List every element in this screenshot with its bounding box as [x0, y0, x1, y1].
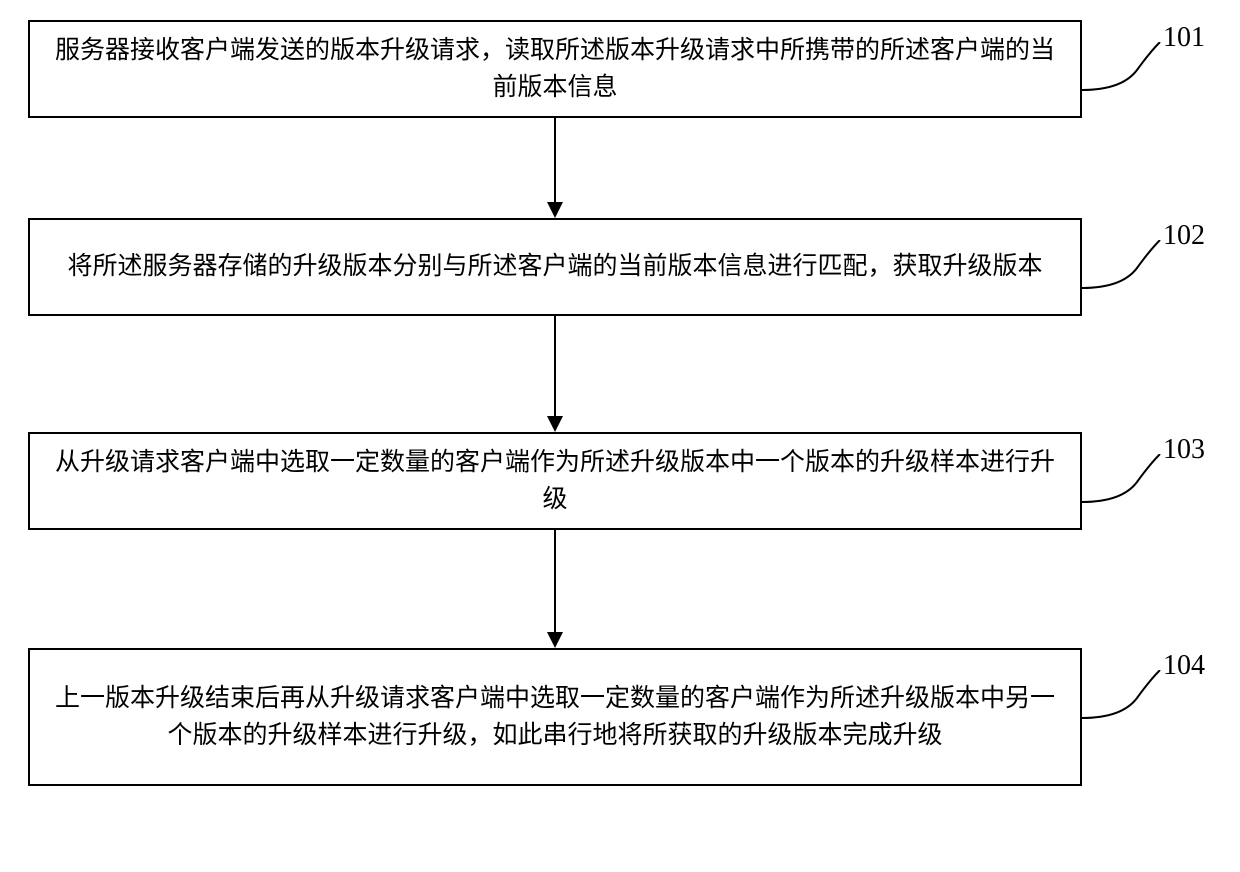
arrow-3-line	[554, 530, 556, 632]
step-label-102: 102	[1163, 220, 1205, 252]
connector-102	[1082, 240, 1162, 290]
step-label-104: 104	[1163, 650, 1205, 682]
flow-step-104: 上一版本升级结束后再从升级请求客户端中选取一定数量的客户端作为所述升级版本中另一…	[28, 648, 1082, 786]
flow-step-102-text: 将所述服务器存储的升级版本分别与所述客户端的当前版本信息进行匹配，获取升级版本	[67, 248, 1042, 286]
arrow-2-head	[547, 416, 563, 432]
arrow-3-head	[547, 632, 563, 648]
flow-step-103: 从升级请求客户端中选取一定数量的客户端作为所述升级版本中一个版本的升级样本进行升…	[28, 432, 1082, 530]
arrow-2-line	[554, 316, 556, 416]
arrow-1-head	[547, 202, 563, 218]
connector-104	[1082, 670, 1162, 720]
connector-101	[1082, 42, 1162, 92]
flow-step-102: 将所述服务器存储的升级版本分别与所述客户端的当前版本信息进行匹配，获取升级版本	[28, 218, 1082, 316]
step-label-103: 103	[1163, 434, 1205, 466]
flow-step-101-text: 服务器接收客户端发送的版本升级请求，读取所述版本升级请求中所携带的所述客户端的当…	[50, 32, 1060, 107]
flow-step-104-text: 上一版本升级结束后再从升级请求客户端中选取一定数量的客户端作为所述升级版本中另一…	[50, 680, 1060, 755]
arrow-1-line	[554, 118, 556, 202]
step-label-101: 101	[1163, 22, 1205, 54]
flow-step-103-text: 从升级请求客户端中选取一定数量的客户端作为所述升级版本中一个版本的升级样本进行升…	[50, 444, 1060, 519]
connector-103	[1082, 454, 1162, 504]
flow-step-101: 服务器接收客户端发送的版本升级请求，读取所述版本升级请求中所携带的所述客户端的当…	[28, 20, 1082, 118]
